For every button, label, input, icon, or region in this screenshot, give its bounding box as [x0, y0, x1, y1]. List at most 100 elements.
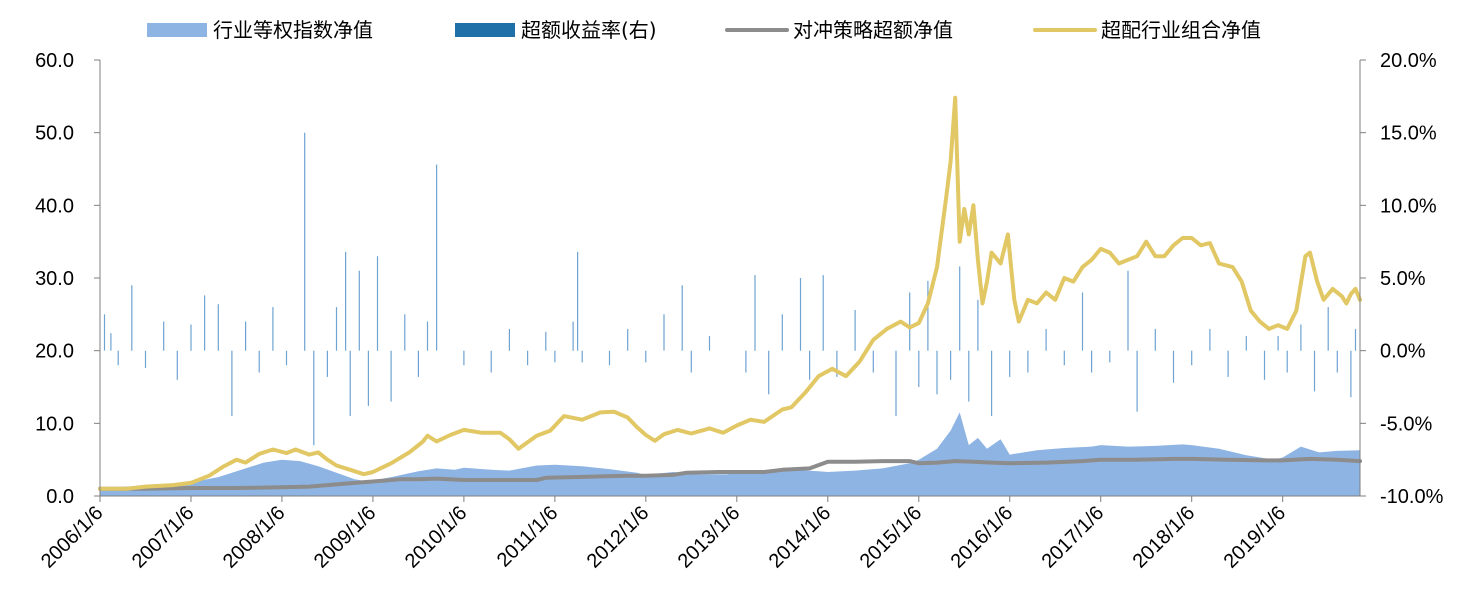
left-tick-label: 40.0 [35, 195, 74, 217]
excess-return-bar-43 [690, 350, 692, 373]
excess-return-bar-76 [1191, 350, 1193, 366]
excess-return-bar-67 [1045, 328, 1047, 351]
excess-return-bar-85 [1327, 307, 1329, 351]
excess-return-bar-80 [1263, 350, 1266, 380]
excess-return-bar-50 [809, 350, 811, 380]
excess-return-bar-7 [190, 324, 192, 351]
excess-return-bar-41 [663, 314, 665, 351]
right-tick-label: -5.0% [1380, 413, 1432, 435]
excess-return-bar-0 [103, 314, 106, 351]
x-tick-label: 2010/1/6 [401, 502, 472, 573]
excess-return-bar-47 [768, 350, 770, 395]
excess-return-bar-61 [959, 266, 961, 351]
excess-return-bar-22 [367, 350, 369, 406]
excess-return-bar-46 [754, 275, 756, 351]
excess-return-bar-62 [968, 350, 970, 402]
excess-return-bar-40 [645, 350, 647, 363]
excess-return-bar-16 [313, 350, 315, 446]
right-tick-label: 15.0% [1380, 123, 1437, 145]
right-tick-label: -10.0% [1380, 486, 1444, 508]
excess-return-bar-14 [285, 350, 288, 366]
x-tick-label: 2013/1/6 [674, 502, 745, 573]
x-tick-label: 2017/1/6 [1038, 502, 1109, 573]
x-tick-label: 2007/1/6 [128, 502, 199, 573]
x-tick-label: 2014/1/6 [765, 502, 836, 573]
excess-return-bar-77 [1209, 328, 1211, 351]
excess-return-bar-55 [895, 350, 897, 417]
x-tick-label: 2008/1/6 [219, 502, 290, 573]
excess-return-bar-45 [745, 350, 747, 373]
x-tick-label: 2016/1/6 [947, 502, 1018, 573]
x-tick-label: 2006/1/6 [37, 502, 108, 573]
excess-return-bar-3 [131, 285, 133, 351]
x-tick-label: 2011/1/6 [493, 502, 563, 572]
right-tick-label: 20.0% [1380, 50, 1437, 72]
excess-return-bar-33 [545, 331, 547, 351]
excess-return-bar-21 [358, 270, 360, 351]
excess-return-bar-73 [1136, 350, 1138, 412]
right-tick-label: 10.0% [1380, 195, 1437, 217]
excess-return-bar-15 [304, 132, 306, 351]
excess-return-bar-64 [991, 350, 993, 417]
excess-return-bar-70 [1091, 350, 1093, 373]
excess-return-bar-23 [376, 256, 379, 351]
right-tick-label: 0.0% [1380, 341, 1426, 363]
left-tick-label: 0.0 [46, 486, 74, 508]
excess-return-bar-35 [572, 321, 574, 351]
excess-return-bar-59 [936, 350, 938, 395]
excess-return-bar-37 [581, 350, 583, 363]
legend-label: 超配行业组合净值 [1101, 18, 1261, 42]
x-tick-label: 2015/1/6 [856, 502, 927, 573]
excess-return-bar-79 [1245, 336, 1247, 351]
excess-return-bar-19 [345, 251, 347, 351]
excess-return-bar-26 [417, 350, 419, 377]
excess-return-bar-5 [163, 321, 165, 351]
excess-return-bar-28 [436, 164, 438, 351]
excess-return-bar-29 [463, 350, 465, 366]
excess-return-bar-11 [245, 321, 247, 351]
excess-return-bar-1 [110, 333, 112, 351]
excess-return-bar-20 [349, 350, 351, 417]
legend-swatch-area [147, 23, 207, 37]
left-tick-label: 60.0 [35, 50, 74, 72]
excess-return-bar-87 [1350, 350, 1352, 398]
excess-return-bar-66 [1027, 350, 1029, 373]
x-tick-label: 2012/1/6 [583, 502, 654, 573]
legend: 行业等权指数净值 超额收益率(右) 对冲策略超额净值 超配行业组合净值 [147, 18, 1261, 42]
excess-return-bar-63 [977, 299, 979, 351]
excess-return-bar-82 [1286, 350, 1288, 373]
x-tick-label: 2009/1/6 [310, 502, 381, 573]
excess-return-bar-51 [822, 275, 824, 351]
excess-return-bar-30 [490, 350, 492, 373]
legend-label: 对冲策略超额净值 [793, 18, 953, 42]
excess-return-bar-54 [872, 350, 874, 373]
excess-return-bar-6 [176, 350, 178, 380]
excess-return-bar-58 [927, 280, 929, 351]
excess-return-bar-72 [1127, 270, 1129, 351]
excess-return-bar-36 [577, 251, 579, 351]
excess-return-bar-42 [681, 285, 683, 351]
series-line-overweight-portfolio [98, 95, 1362, 491]
excess-return-bar-8 [204, 295, 206, 351]
excess-return-bar-38 [608, 350, 611, 366]
excess-return-bar-52 [836, 350, 838, 377]
excess-return-bar-9 [217, 304, 219, 351]
legend-label: 行业等权指数净值 [213, 18, 373, 42]
left-tick-label: 30.0 [35, 268, 74, 290]
excess-return-bar-78 [1227, 350, 1229, 377]
excess-return-bar-84 [1313, 350, 1316, 392]
excess-return-bar-31 [508, 328, 510, 351]
excess-return-bar-13 [272, 307, 274, 351]
excess-return-bar-71 [1109, 350, 1111, 363]
excess-return-bar-88 [1354, 328, 1357, 351]
series-area-industry-index [100, 412, 1360, 496]
left-tick-label: 10.0 [35, 413, 74, 435]
excess-return-bar-75 [1172, 350, 1175, 383]
excess-return-bar-68 [1063, 350, 1065, 366]
excess-return-bar-44 [708, 336, 711, 351]
excess-return-bar-83 [1300, 324, 1302, 351]
excess-return-bar-4 [144, 350, 147, 369]
excess-return-bar-27 [426, 321, 429, 351]
